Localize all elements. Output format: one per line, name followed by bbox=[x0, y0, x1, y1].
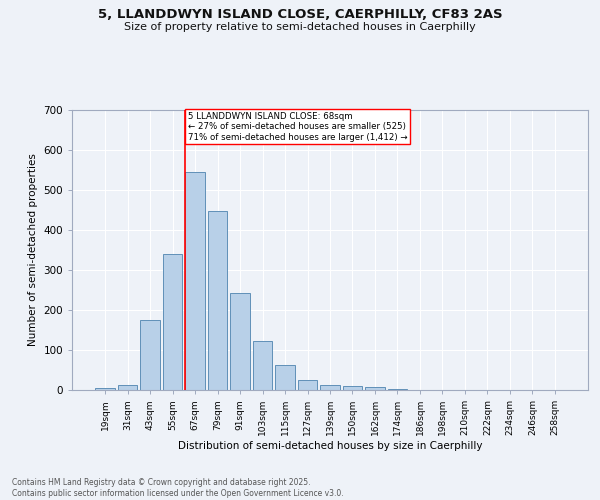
Bar bbox=[388, 389, 407, 390]
Bar bbox=[140, 320, 160, 390]
Bar bbox=[185, 172, 205, 390]
Bar bbox=[298, 380, 317, 390]
Text: 5 LLANDDWYN ISLAND CLOSE: 68sqm
← 27% of semi-detached houses are smaller (525)
: 5 LLANDDWYN ISLAND CLOSE: 68sqm ← 27% of… bbox=[188, 112, 407, 142]
Bar bbox=[253, 341, 272, 390]
Bar bbox=[95, 388, 115, 390]
Bar bbox=[118, 385, 137, 390]
Bar bbox=[208, 211, 227, 390]
Bar bbox=[320, 385, 340, 390]
Bar bbox=[365, 387, 385, 390]
X-axis label: Distribution of semi-detached houses by size in Caerphilly: Distribution of semi-detached houses by … bbox=[178, 441, 482, 451]
Text: Contains HM Land Registry data © Crown copyright and database right 2025.
Contai: Contains HM Land Registry data © Crown c… bbox=[12, 478, 344, 498]
Bar bbox=[163, 254, 182, 390]
Bar bbox=[275, 365, 295, 390]
Text: Size of property relative to semi-detached houses in Caerphilly: Size of property relative to semi-detach… bbox=[124, 22, 476, 32]
Bar bbox=[343, 386, 362, 390]
Bar bbox=[230, 293, 250, 390]
Text: 5, LLANDDWYN ISLAND CLOSE, CAERPHILLY, CF83 2AS: 5, LLANDDWYN ISLAND CLOSE, CAERPHILLY, C… bbox=[98, 8, 502, 20]
Y-axis label: Number of semi-detached properties: Number of semi-detached properties bbox=[28, 154, 38, 346]
